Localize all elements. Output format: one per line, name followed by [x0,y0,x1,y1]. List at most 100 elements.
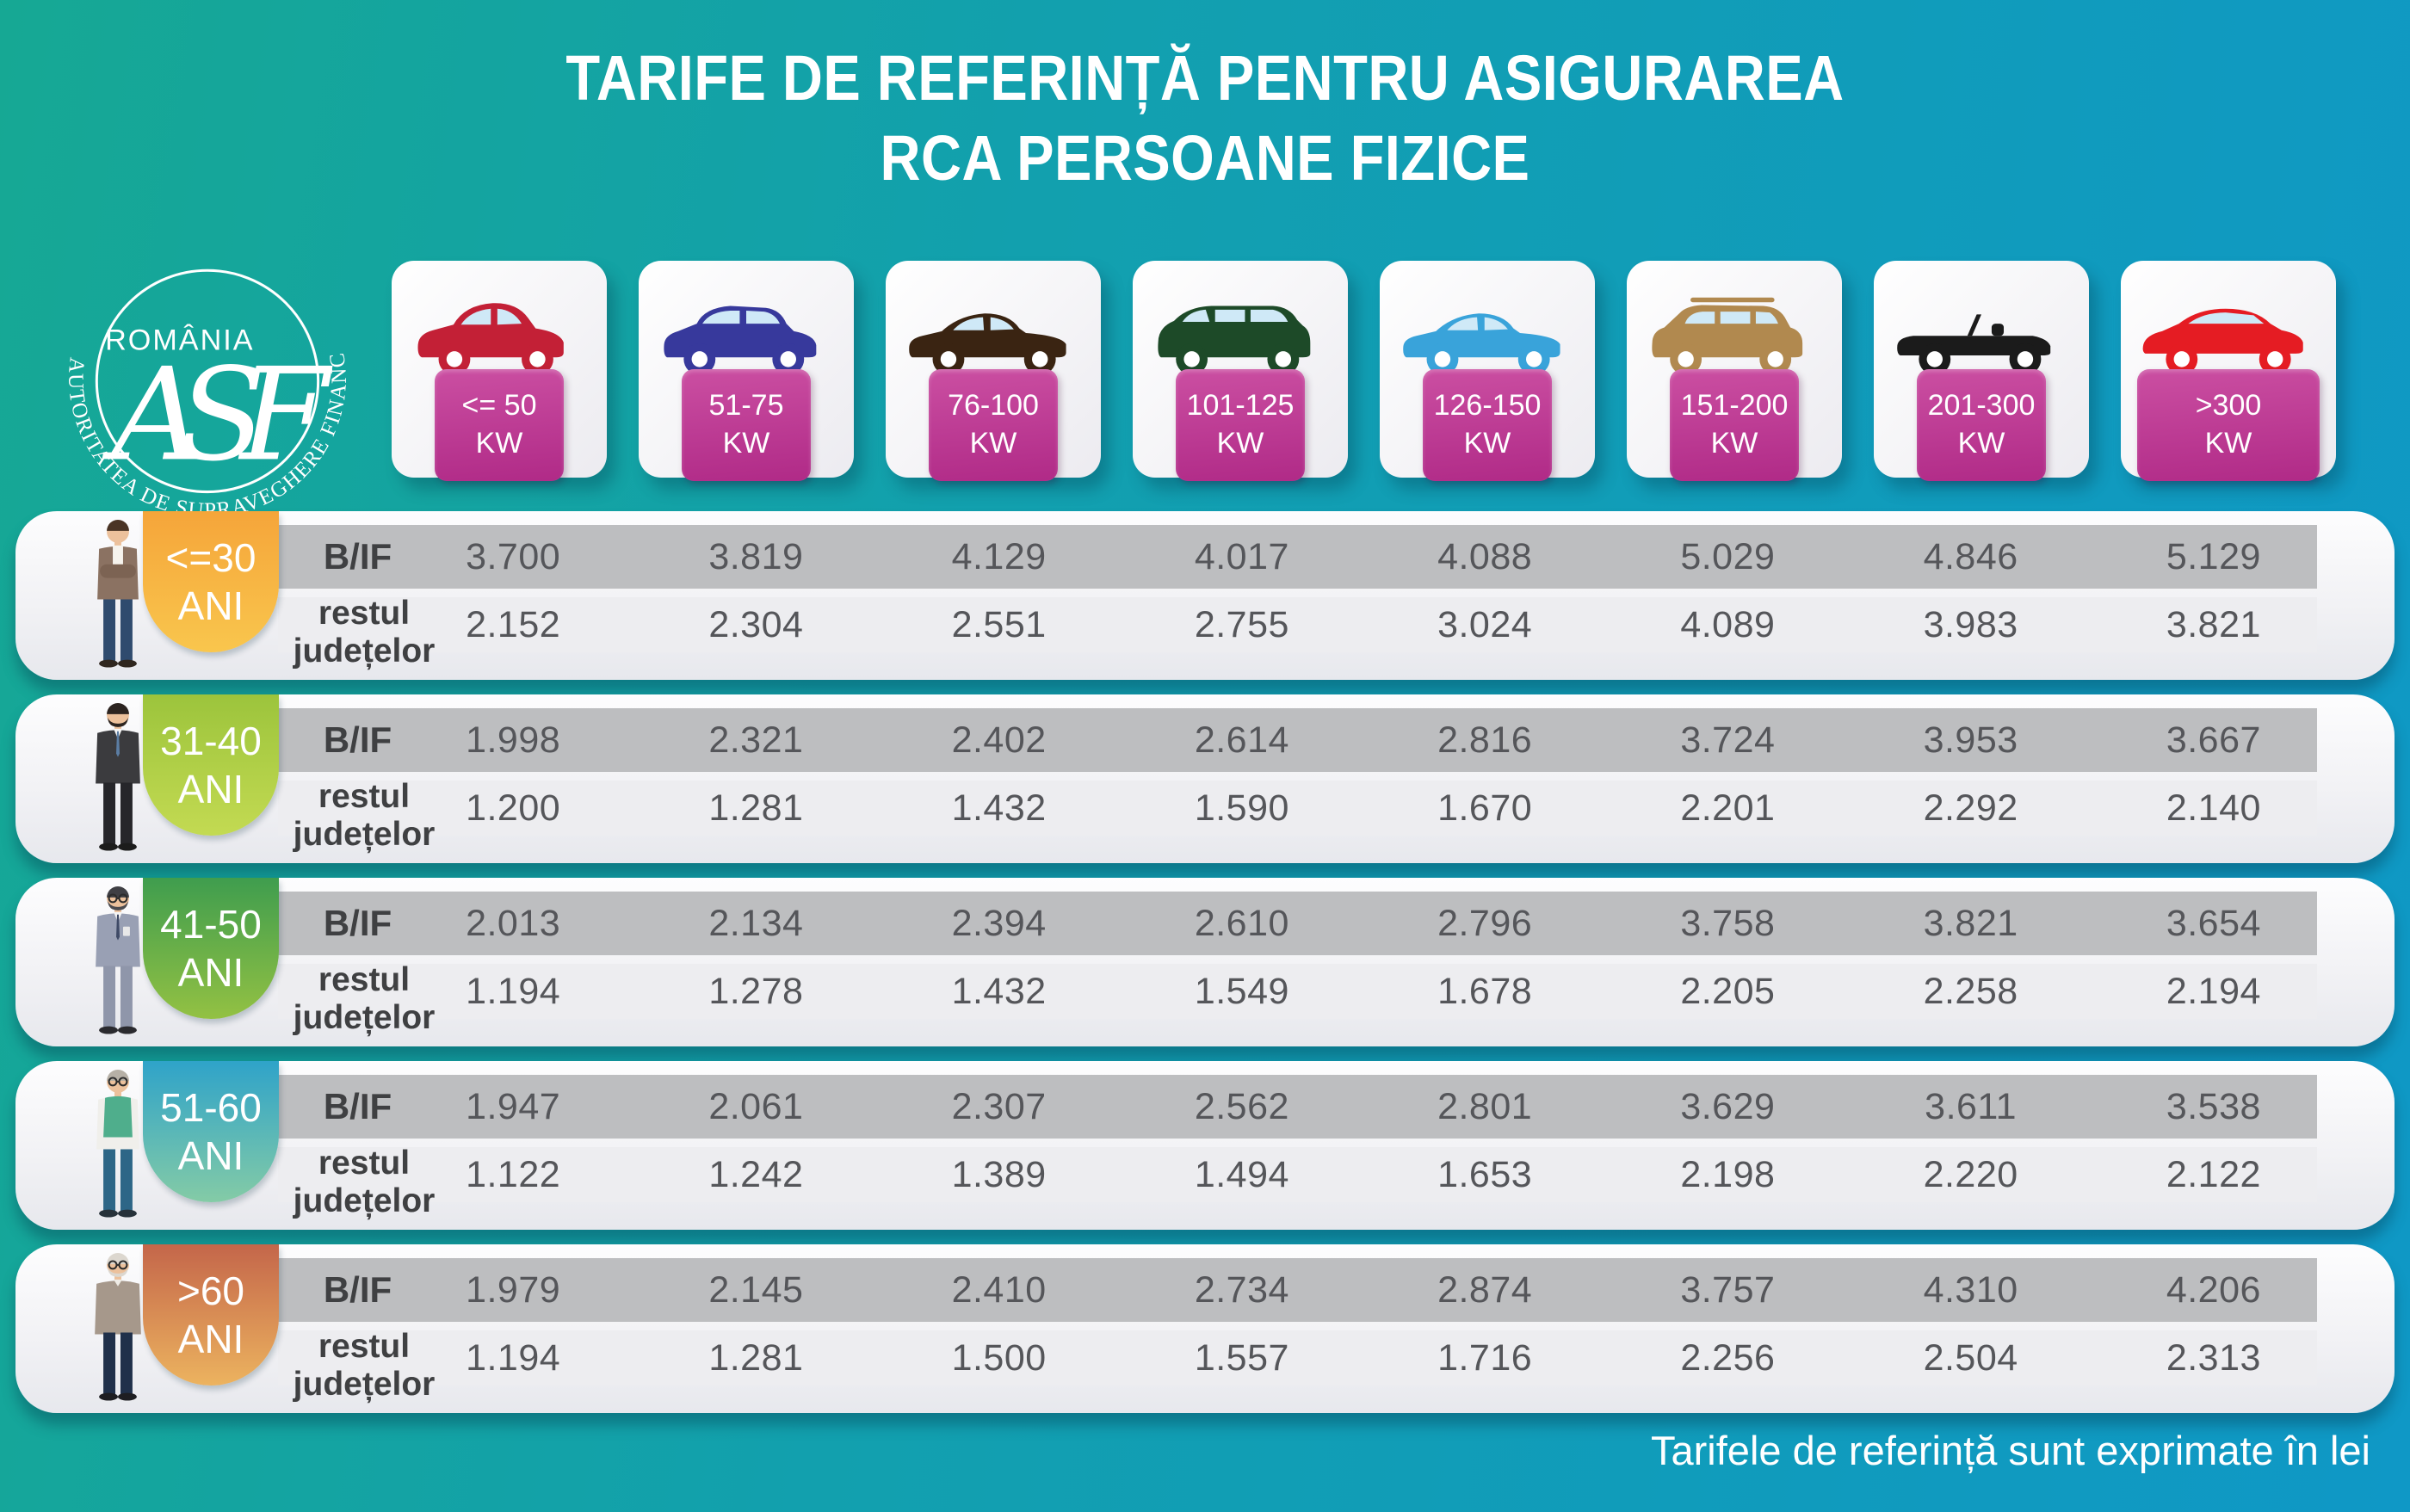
footnote: Tarifele de referință sunt exprimate în … [1651,1428,2370,1473]
tariff-value: 2.321 [708,719,804,761]
tariff-value: 1.557 [1194,1336,1289,1379]
tariff-value: 2.402 [951,719,1047,761]
tariff-value: 3.700 [466,535,561,577]
bif-label: B/IF [323,536,392,577]
tariff-value: 1.389 [951,1153,1047,1195]
bif-values-row: 2.013 2.134 2.394 2.610 2.796 3.758 3.821 3.654 [392,892,2335,955]
tariff-value: 1.200 [466,787,561,829]
page-title-line-2: RCA PERSOANE FIZICE [880,122,1530,194]
page-title-line-1: TARIFE DE REFERINȚĂ PENTRU ASIGURAREA [565,42,1845,114]
age-range-label: >60 [176,1268,245,1313]
kw-unit-label: KW [722,427,770,460]
kw-range-label: 101-125 [1186,389,1295,423]
kw-unit-label: KW [969,427,1017,460]
tariff-value: 4.017 [1194,535,1289,577]
tariff-value: 1.194 [466,970,561,1012]
power-column-card: 101-125 KW [1133,261,1348,481]
tariff-value: 2.801 [1437,1085,1533,1127]
kw-unit-label: KW [1957,427,2005,460]
tariff-value: 2.816 [1437,719,1533,761]
rest-label: restul județelor [293,1328,436,1403]
power-column-card: >300 KW [2121,261,2336,481]
senior-man-icon [63,1067,173,1225]
tariff-value: 1.281 [708,1336,804,1379]
power-column-card: 201-300 KW [1874,261,2089,481]
kw-badge: 126-150 KW [1423,369,1552,481]
age-panel: <=30 ANI B/IF restul județelor 3.700 3.81… [15,511,2395,680]
tariff-value: 2.013 [466,902,561,944]
bif-label: B/IF [323,903,392,943]
kw-range-label: >300 [2195,389,2262,423]
rest-label: restul județelor [293,778,436,853]
bif-values-row: 3.700 3.819 4.129 4.017 4.088 5.029 4.846 5.129 [392,525,2335,589]
power-column-card: 76-100 KW [886,261,1101,481]
rest-values-row: 1.194 1.278 1.432 1.549 1.678 2.205 2.258 2.194 [392,964,2335,1019]
age-range-label: 51-60 [160,1085,262,1130]
tariff-value: 2.258 [1923,970,2018,1012]
kw-range-label: 51-75 [708,389,784,423]
age-range-label: 41-50 [160,902,262,947]
tariff-value: 1.432 [951,787,1047,829]
age-panel: 41-50 ANI B/IF restul județelor 2.013 2.1… [15,878,2395,1046]
adult-man-icon [63,700,173,859]
kw-badge: 201-300 KW [1917,369,2046,481]
tariff-value: 2.504 [1923,1336,2018,1379]
tariff-value: 2.307 [951,1085,1047,1127]
tariff-value: 2.796 [1437,902,1533,944]
tariff-value: 2.198 [1680,1153,1776,1195]
kw-badge: <= 50 KW [435,369,564,481]
tariff-value: 3.953 [1923,719,2018,761]
kw-unit-label: KW [2204,427,2252,460]
rest-row-band [278,964,2317,1019]
tariff-value: 1.549 [1194,970,1289,1012]
tariff-value: 2.734 [1194,1268,1289,1311]
asf-logo: ROMÂNIA ASF AUTORITATEA DE SUPRAVEGHERE … [34,234,380,540]
age-unit-label: ANI [177,1133,244,1179]
convertible-car-icon [1893,285,2070,381]
age-badge: 51-60 ANI [143,1061,279,1202]
tariff-value: 1.278 [708,970,804,1012]
crossover-car-icon [658,285,835,381]
tariff-value: 1.281 [708,787,804,829]
tariff-value: 2.610 [1194,902,1289,944]
kw-unit-label: KW [475,427,523,460]
bif-label: B/IF [323,1269,392,1310]
rest-row-band [278,1330,2317,1385]
rest-values-row: 1.122 1.242 1.389 1.494 1.653 2.198 2.220 2.122 [392,1147,2335,1202]
tariff-value: 1.494 [1194,1153,1289,1195]
tariff-value: 1.653 [1437,1153,1533,1195]
tariff-value: 2.061 [708,1085,804,1127]
tariff-value: 2.205 [1680,970,1776,1012]
power-column-card: 51-75 KW [639,261,854,481]
tariff-value: 2.755 [1194,603,1289,645]
power-column-card: 151-200 KW [1627,261,1842,481]
tariff-value: 2.152 [466,603,561,645]
tariff-value: 4.846 [1923,535,2018,577]
tariff-value: 5.029 [1680,535,1776,577]
kw-unit-label: KW [1216,427,1264,460]
bif-label: B/IF [323,1086,392,1126]
rest-label: restul județelor [293,595,436,670]
kw-range-label: 201-300 [1927,389,2036,423]
bif-row-band [278,708,2317,772]
bif-row-band [278,1075,2317,1139]
kw-unit-label: KW [1710,427,1758,460]
tariff-value: 1.979 [466,1268,561,1311]
tariff-value: 3.654 [2166,902,2261,944]
bif-row-band [278,525,2317,589]
tariff-value: 1.122 [466,1153,561,1195]
bif-values-row: 1.947 2.061 2.307 2.562 2.801 3.629 3.611 3.538 [392,1075,2335,1139]
tariff-value: 1.998 [466,719,561,761]
logo-circle [95,268,320,494]
age-panel: 31-40 ANI B/IF restul județelor 1.998 2.3… [15,694,2395,863]
tariff-value: 2.220 [1923,1153,2018,1195]
tariff-value: 4.129 [951,535,1047,577]
tariff-value: 3.667 [2166,719,2261,761]
tariff-value: 3.983 [1923,603,2018,645]
tariff-value: 2.134 [708,902,804,944]
kw-range-label: 151-200 [1680,389,1789,423]
age-unit-label: ANI [177,950,244,996]
age-panels: <=30 ANI B/IF restul județelor 3.700 3.81… [15,511,2395,1413]
tariff-value: 1.947 [466,1085,561,1127]
